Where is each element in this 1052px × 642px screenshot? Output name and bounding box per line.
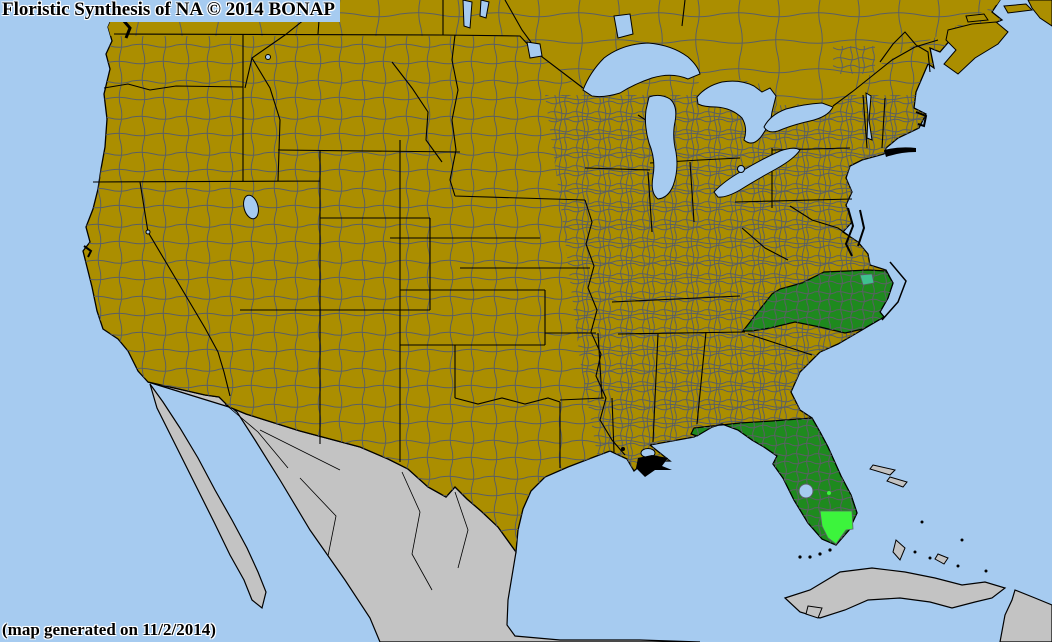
north-carolina-county-texture — [743, 270, 893, 333]
hispaniola — [999, 589, 1052, 642]
flathead-lake — [265, 54, 271, 60]
cape-cod — [915, 111, 928, 128]
florida-county-texture — [691, 418, 857, 545]
map-generated-note: (map generated on 11/2/2014) — [0, 619, 222, 642]
canada-us-border — [113, 31, 939, 107]
cuba — [783, 567, 1007, 619]
lakes — [145, 0, 873, 499]
lake-huron — [696, 80, 777, 144]
bahamas-islands — [869, 464, 949, 565]
lake-of-the-woods — [526, 41, 543, 59]
lake-st-clair — [737, 165, 745, 173]
mexico-state-borders — [224, 403, 469, 591]
anticosti-island — [1003, 3, 1034, 14]
caribbean-region — [783, 464, 1052, 642]
lake-winnipeg — [462, 0, 473, 29]
long-island — [884, 147, 916, 157]
mississippi-delta-marsh — [636, 455, 672, 477]
lake-tahoe — [145, 229, 151, 235]
lake-nipigon — [613, 13, 634, 39]
nova-scotia — [943, 21, 1009, 75]
quebec-dense-counties — [833, 46, 875, 74]
lake-champlain — [865, 92, 873, 141]
western-state-borders — [92, 6, 461, 462]
baja-california — [149, 383, 267, 610]
south-florida-lime-counties — [819, 510, 854, 545]
map-title: Floristic Synthesis of NA © 2014 BONAP — [0, 0, 340, 22]
outer-banks — [881, 261, 907, 321]
lake-ontario — [763, 102, 834, 133]
lake-michigan — [644, 94, 678, 200]
great-salt-lake — [243, 194, 259, 220]
lake-okeechobee — [798, 483, 814, 499]
lake-manitoba — [479, 0, 490, 19]
san-francisco-bay — [83, 245, 93, 258]
highlighted-states — [690, 269, 894, 546]
central-state-borders — [390, 34, 626, 468]
gaspe-corner — [1027, 0, 1052, 27]
florida-keys — [798, 548, 832, 559]
glades-lime-dot — [827, 491, 831, 495]
bahamas-small-cays — [913, 520, 988, 573]
mobile-bay-dot — [621, 447, 625, 451]
isle-of-youth — [805, 605, 823, 619]
chesapeake-bay — [844, 207, 866, 257]
nc-rare-county — [859, 273, 875, 286]
north-america-landmass — [82, 0, 1003, 553]
prince-edward-island — [965, 13, 989, 23]
lake-superior — [582, 42, 701, 98]
